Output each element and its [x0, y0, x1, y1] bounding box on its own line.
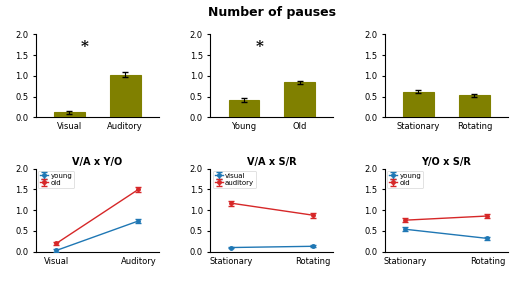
Bar — [110, 75, 141, 117]
Title: Y/O x S/R: Y/O x S/R — [422, 156, 471, 166]
Title: V/A x S/R: V/A x S/R — [247, 156, 297, 166]
Bar — [229, 100, 259, 117]
Legend: visual, auditory: visual, auditory — [212, 171, 256, 188]
Text: *: * — [255, 40, 264, 54]
Title: V/A x Y/O: V/A x Y/O — [72, 156, 123, 166]
Text: *: * — [81, 40, 89, 54]
Bar — [285, 82, 315, 117]
Bar — [54, 112, 85, 117]
Legend: young, old: young, old — [38, 171, 74, 188]
Legend: young, old: young, old — [387, 171, 423, 188]
Bar — [403, 92, 434, 117]
Text: Number of pauses: Number of pauses — [208, 6, 336, 19]
Bar — [459, 95, 490, 117]
